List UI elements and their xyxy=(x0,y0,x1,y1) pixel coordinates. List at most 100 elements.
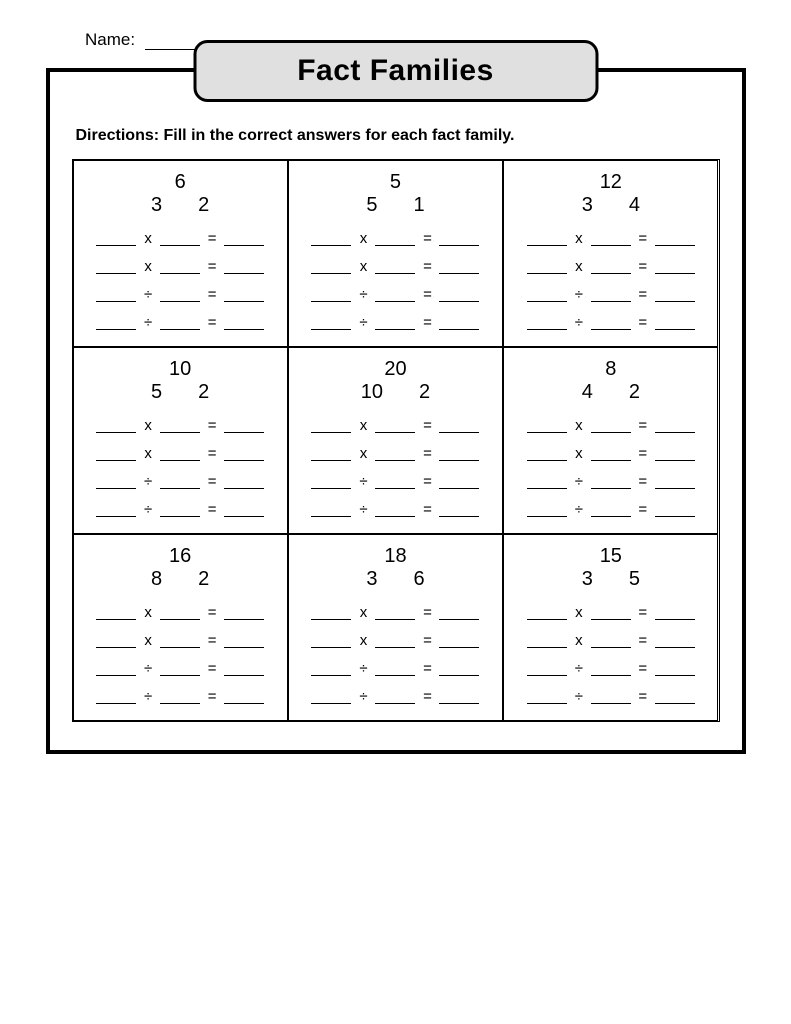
answer-blank[interactable] xyxy=(160,262,200,274)
answer-blank[interactable] xyxy=(311,608,351,620)
answer-blank[interactable] xyxy=(439,477,479,489)
answer-blank[interactable] xyxy=(224,318,264,330)
answer-blank[interactable] xyxy=(96,234,136,246)
answer-blank[interactable] xyxy=(375,608,415,620)
answer-blank[interactable] xyxy=(375,318,415,330)
answer-blank[interactable] xyxy=(591,290,631,302)
answer-blank[interactable] xyxy=(591,505,631,517)
answer-blank[interactable] xyxy=(375,262,415,274)
answer-blank[interactable] xyxy=(655,636,695,648)
answer-blank[interactable] xyxy=(96,664,136,676)
answer-blank[interactable] xyxy=(96,421,136,433)
answer-blank[interactable] xyxy=(160,421,200,433)
answer-blank[interactable] xyxy=(655,449,695,461)
answer-blank[interactable] xyxy=(160,608,200,620)
answer-blank[interactable] xyxy=(375,692,415,704)
answer-blank[interactable] xyxy=(311,234,351,246)
answer-blank[interactable] xyxy=(375,234,415,246)
answer-blank[interactable] xyxy=(160,505,200,517)
answer-blank[interactable] xyxy=(375,664,415,676)
answer-blank[interactable] xyxy=(439,608,479,620)
answer-blank[interactable] xyxy=(527,636,567,648)
answer-blank[interactable] xyxy=(591,318,631,330)
answer-blank[interactable] xyxy=(655,664,695,676)
answer-blank[interactable] xyxy=(160,477,200,489)
answer-blank[interactable] xyxy=(224,505,264,517)
answer-blank[interactable] xyxy=(224,421,264,433)
answer-blank[interactable] xyxy=(311,449,351,461)
answer-blank[interactable] xyxy=(311,664,351,676)
answer-blank[interactable] xyxy=(311,477,351,489)
answer-blank[interactable] xyxy=(527,318,567,330)
answer-blank[interactable] xyxy=(439,505,479,517)
answer-blank[interactable] xyxy=(160,692,200,704)
answer-blank[interactable] xyxy=(655,318,695,330)
answer-blank[interactable] xyxy=(439,449,479,461)
answer-blank[interactable] xyxy=(375,449,415,461)
answer-blank[interactable] xyxy=(527,290,567,302)
answer-blank[interactable] xyxy=(96,636,136,648)
answer-blank[interactable] xyxy=(311,692,351,704)
answer-blank[interactable] xyxy=(375,505,415,517)
answer-blank[interactable] xyxy=(527,505,567,517)
answer-blank[interactable] xyxy=(160,290,200,302)
answer-blank[interactable] xyxy=(527,608,567,620)
answer-blank[interactable] xyxy=(160,449,200,461)
answer-blank[interactable] xyxy=(439,664,479,676)
answer-blank[interactable] xyxy=(160,318,200,330)
answer-blank[interactable] xyxy=(527,692,567,704)
answer-blank[interactable] xyxy=(655,692,695,704)
answer-blank[interactable] xyxy=(224,449,264,461)
answer-blank[interactable] xyxy=(439,290,479,302)
answer-blank[interactable] xyxy=(96,505,136,517)
answer-blank[interactable] xyxy=(527,421,567,433)
answer-blank[interactable] xyxy=(96,608,136,620)
answer-blank[interactable] xyxy=(439,636,479,648)
answer-blank[interactable] xyxy=(96,262,136,274)
answer-blank[interactable] xyxy=(527,664,567,676)
answer-blank[interactable] xyxy=(439,421,479,433)
answer-blank[interactable] xyxy=(655,262,695,274)
answer-blank[interactable] xyxy=(96,477,136,489)
answer-blank[interactable] xyxy=(591,449,631,461)
answer-blank[interactable] xyxy=(439,692,479,704)
answer-blank[interactable] xyxy=(591,692,631,704)
answer-blank[interactable] xyxy=(591,234,631,246)
answer-blank[interactable] xyxy=(591,421,631,433)
answer-blank[interactable] xyxy=(224,290,264,302)
answer-blank[interactable] xyxy=(224,664,264,676)
answer-blank[interactable] xyxy=(375,636,415,648)
answer-blank[interactable] xyxy=(655,421,695,433)
answer-blank[interactable] xyxy=(527,477,567,489)
answer-blank[interactable] xyxy=(655,290,695,302)
answer-blank[interactable] xyxy=(96,318,136,330)
answer-blank[interactable] xyxy=(439,234,479,246)
answer-blank[interactable] xyxy=(160,636,200,648)
answer-blank[interactable] xyxy=(375,421,415,433)
answer-blank[interactable] xyxy=(311,421,351,433)
answer-blank[interactable] xyxy=(224,636,264,648)
answer-blank[interactable] xyxy=(591,636,631,648)
answer-blank[interactable] xyxy=(439,318,479,330)
answer-blank[interactable] xyxy=(96,692,136,704)
answer-blank[interactable] xyxy=(160,234,200,246)
answer-blank[interactable] xyxy=(224,477,264,489)
answer-blank[interactable] xyxy=(591,262,631,274)
answer-blank[interactable] xyxy=(224,234,264,246)
answer-blank[interactable] xyxy=(655,608,695,620)
answer-blank[interactable] xyxy=(311,262,351,274)
answer-blank[interactable] xyxy=(311,636,351,648)
answer-blank[interactable] xyxy=(591,608,631,620)
answer-blank[interactable] xyxy=(224,608,264,620)
answer-blank[interactable] xyxy=(96,449,136,461)
answer-blank[interactable] xyxy=(311,505,351,517)
answer-blank[interactable] xyxy=(655,234,695,246)
answer-blank[interactable] xyxy=(591,477,631,489)
answer-blank[interactable] xyxy=(311,318,351,330)
answer-blank[interactable] xyxy=(224,692,264,704)
answer-blank[interactable] xyxy=(527,234,567,246)
answer-blank[interactable] xyxy=(591,664,631,676)
answer-blank[interactable] xyxy=(224,262,264,274)
answer-blank[interactable] xyxy=(527,262,567,274)
answer-blank[interactable] xyxy=(96,290,136,302)
